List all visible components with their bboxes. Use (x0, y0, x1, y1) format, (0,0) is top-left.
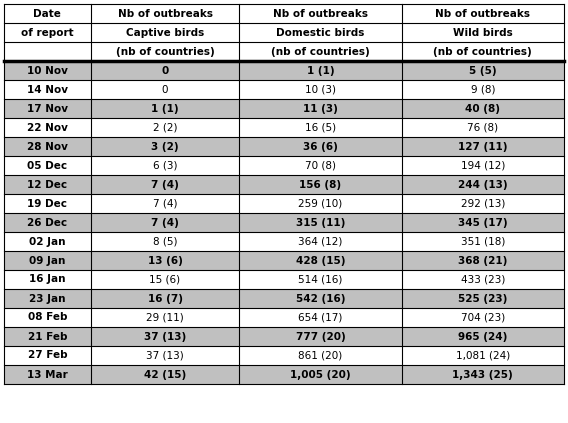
Bar (4, 289, 564, 308)
Text: 861 (20): 861 (20) (298, 351, 343, 360)
Text: 292 (13): 292 (13) (461, 198, 505, 209)
Text: 542 (16): 542 (16) (296, 294, 345, 303)
Text: Nb of outbreaks: Nb of outbreaks (435, 8, 531, 19)
Text: 02 Jan: 02 Jan (29, 236, 66, 247)
Bar (4, 365, 564, 384)
Bar (4, 308, 564, 327)
Text: 28 Nov: 28 Nov (27, 142, 68, 151)
Bar (4, 156, 564, 175)
Text: 26 Dec: 26 Dec (27, 217, 68, 228)
Text: Nb of outbreaks: Nb of outbreaks (273, 8, 368, 19)
Text: 5 (5): 5 (5) (469, 66, 496, 75)
Text: 29 (11): 29 (11) (146, 313, 184, 322)
Bar (4, 99, 564, 118)
Bar (4, 194, 564, 213)
Text: 11 (3): 11 (3) (303, 104, 338, 113)
Text: 27 Feb: 27 Feb (28, 351, 67, 360)
Text: (nb of countries): (nb of countries) (116, 47, 214, 57)
Text: 36 (6): 36 (6) (303, 142, 338, 151)
Text: 194 (12): 194 (12) (461, 160, 505, 170)
Text: 3 (2): 3 (2) (151, 142, 179, 151)
Bar (4, 61, 564, 80)
Text: 433 (23): 433 (23) (461, 275, 505, 285)
Text: 1,343 (25): 1,343 (25) (453, 370, 513, 379)
Text: 965 (24): 965 (24) (458, 332, 507, 341)
Text: 704 (23): 704 (23) (461, 313, 505, 322)
Text: (nb of countries): (nb of countries) (433, 47, 532, 57)
Text: 2 (2): 2 (2) (153, 123, 177, 132)
Text: 10 (3): 10 (3) (305, 85, 336, 94)
Text: 16 (7): 16 (7) (148, 294, 182, 303)
Text: 514 (16): 514 (16) (298, 275, 343, 285)
Bar (4, 118, 564, 137)
Text: 21 Feb: 21 Feb (28, 332, 67, 341)
Bar (4, 327, 564, 346)
Text: 23 Jan: 23 Jan (29, 294, 66, 303)
Text: 8 (5): 8 (5) (153, 236, 177, 247)
Text: 777 (20): 777 (20) (295, 332, 345, 341)
Text: (nb of countries): (nb of countries) (271, 47, 370, 57)
Text: 156 (8): 156 (8) (299, 179, 341, 190)
Text: 364 (12): 364 (12) (298, 236, 343, 247)
Text: 428 (15): 428 (15) (296, 255, 345, 266)
Text: 1 (1): 1 (1) (307, 66, 334, 75)
Text: 14 Nov: 14 Nov (27, 85, 68, 94)
Text: 0: 0 (161, 66, 169, 75)
Text: 0: 0 (162, 85, 168, 94)
Text: 70 (8): 70 (8) (305, 160, 336, 170)
Bar (4, 270, 564, 289)
Text: 09 Jan: 09 Jan (29, 255, 65, 266)
Text: 1,005 (20): 1,005 (20) (290, 370, 350, 379)
Text: 315 (11): 315 (11) (296, 217, 345, 228)
Text: 351 (18): 351 (18) (461, 236, 505, 247)
Bar (4, 4, 564, 61)
Text: 12 Dec: 12 Dec (27, 179, 68, 190)
Text: 10 Nov: 10 Nov (27, 66, 68, 75)
Text: 13 Mar: 13 Mar (27, 370, 68, 379)
Bar (4, 213, 564, 232)
Text: 37 (13): 37 (13) (146, 351, 184, 360)
Text: Nb of outbreaks: Nb of outbreaks (118, 8, 212, 19)
Text: 6 (3): 6 (3) (153, 160, 177, 170)
Text: 42 (15): 42 (15) (144, 370, 186, 379)
Text: 76 (8): 76 (8) (467, 123, 498, 132)
Text: 9 (8): 9 (8) (470, 85, 495, 94)
Bar (4, 175, 564, 194)
Text: 654 (17): 654 (17) (298, 313, 343, 322)
Text: 13 (6): 13 (6) (148, 255, 182, 266)
Text: 259 (10): 259 (10) (298, 198, 343, 209)
Text: 345 (17): 345 (17) (458, 217, 508, 228)
Text: 15 (6): 15 (6) (149, 275, 181, 285)
Text: 244 (13): 244 (13) (458, 179, 508, 190)
Text: 05 Dec: 05 Dec (27, 160, 68, 170)
Text: 16 (5): 16 (5) (305, 123, 336, 132)
Text: 1,081 (24): 1,081 (24) (456, 351, 510, 360)
Text: of report: of report (21, 27, 74, 38)
Text: 127 (11): 127 (11) (458, 142, 508, 151)
Bar (4, 137, 564, 156)
Text: 40 (8): 40 (8) (465, 104, 500, 113)
Text: 19 Dec: 19 Dec (27, 198, 68, 209)
Text: Captive birds: Captive birds (126, 27, 204, 38)
Text: 525 (23): 525 (23) (458, 294, 507, 303)
Text: Domestic birds: Domestic birds (276, 27, 365, 38)
Text: 22 Nov: 22 Nov (27, 123, 68, 132)
Text: 368 (21): 368 (21) (458, 255, 507, 266)
Text: 1 (1): 1 (1) (151, 104, 179, 113)
Text: 08 Feb: 08 Feb (28, 313, 67, 322)
Text: 16 Jan: 16 Jan (29, 275, 66, 285)
Text: 7 (4): 7 (4) (151, 217, 179, 228)
Text: Date: Date (34, 8, 61, 19)
Bar (4, 80, 564, 99)
Text: 7 (4): 7 (4) (153, 198, 177, 209)
Text: 7 (4): 7 (4) (151, 179, 179, 190)
Bar (4, 346, 564, 365)
Bar (4, 251, 564, 270)
Text: 17 Nov: 17 Nov (27, 104, 68, 113)
Text: 37 (13): 37 (13) (144, 332, 186, 341)
Text: Wild birds: Wild birds (453, 27, 513, 38)
Bar (4, 232, 564, 251)
